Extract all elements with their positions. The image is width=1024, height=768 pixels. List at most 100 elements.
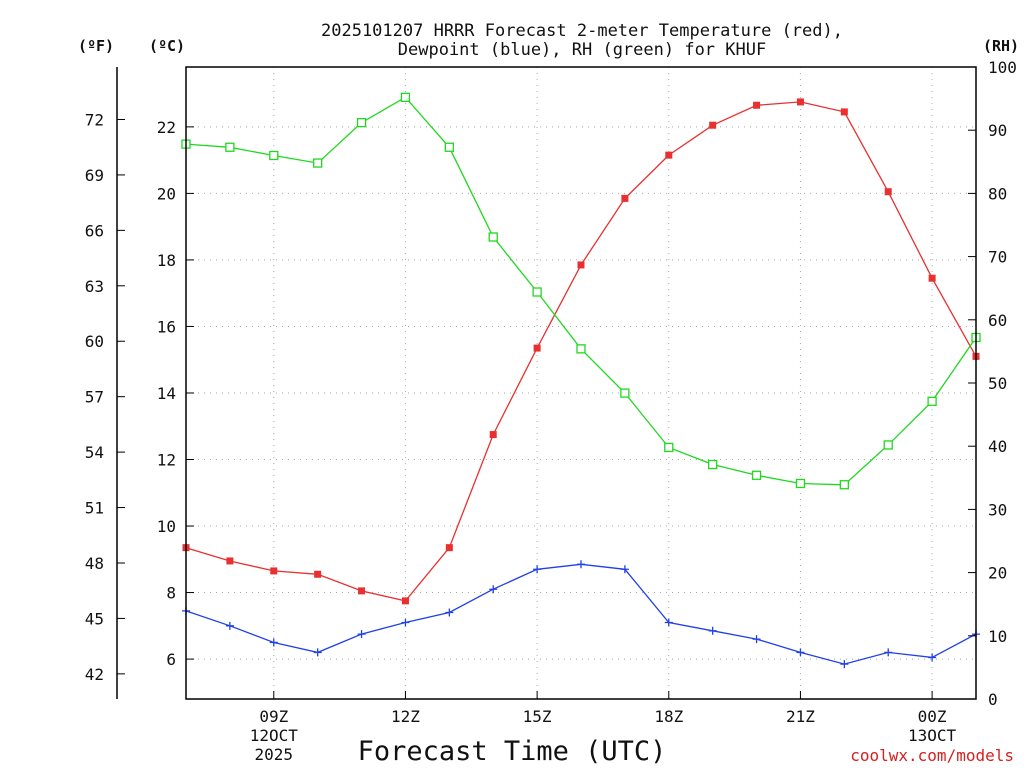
rh-point	[795, 478, 806, 489]
axes: 6 8 10 12 14 16 18 20 22 42 45 48 51 54 57 60 63 66 69 72 0 1…	[85, 58, 1017, 764]
rh-point	[400, 92, 411, 102]
fahrenheit-tick-label: 57	[85, 388, 104, 407]
dewpoint-point	[708, 626, 717, 635]
x-axis-label: Forecast Time (UTC)	[358, 736, 667, 767]
dewpoint-point	[884, 648, 893, 657]
dewpoint-series	[182, 560, 980, 669]
dewpoint-point	[489, 585, 498, 594]
x-tick-sublabel: 12OCT	[250, 726, 299, 745]
fahrenheit-tick-label: 45	[85, 609, 104, 628]
rh-tick-label: 90	[988, 121, 1007, 140]
x-tick-label: 00Z	[918, 707, 947, 726]
dewpoint-point	[269, 638, 278, 647]
rh-tick-label: 80	[988, 184, 1007, 203]
chart-title-line-1: 2025101207 HRRR Forecast 2-meter Tempera…	[321, 21, 843, 41]
dewpoint-point	[577, 560, 585, 569]
temperature-point	[796, 98, 804, 106]
rh-tick-label: 10	[988, 627, 1007, 646]
chart-title-line-2: Dewpoint (blue), RH (green) for KHUF	[398, 40, 766, 60]
fahrenheit-tick-label: 48	[85, 554, 104, 573]
fahrenheit-tick-label: 69	[85, 166, 104, 185]
rh-point	[883, 440, 893, 450]
temperature-point	[577, 261, 585, 269]
celsius-tick-label: 14	[157, 384, 176, 403]
x-tick-label: 15Z	[523, 707, 552, 726]
x-tick-sublabel: 2025	[255, 745, 294, 764]
dewpoint-point	[225, 621, 234, 630]
dewpoint-line	[185, 563, 977, 665]
rh-tick-label: 0	[988, 690, 998, 709]
dewpoint-point	[928, 653, 937, 662]
dewpoint-point	[796, 648, 805, 657]
rh-point	[532, 287, 542, 297]
x-tick-label: 12Z	[391, 707, 420, 726]
dewpoint-point	[533, 565, 542, 574]
rh-tick-label: 100	[988, 58, 1017, 77]
rh-point	[269, 150, 279, 161]
rh-point	[488, 232, 498, 242]
rh-point	[356, 117, 367, 128]
temperature-point	[489, 431, 497, 439]
x-tick-sublabel: 13OCT	[908, 726, 957, 745]
fahrenheit-tick-label: 72	[85, 110, 104, 129]
celsius-tick-label: 10	[157, 517, 176, 536]
x-tick-label: 21Z	[786, 707, 815, 726]
temperature-point	[445, 544, 453, 552]
celsius-tick-label: 18	[157, 251, 176, 270]
temperature-point	[884, 188, 892, 196]
dewpoint-point	[664, 618, 673, 627]
rh-point	[751, 470, 762, 480]
celsius-tick-label: 16	[157, 317, 176, 336]
rh-point	[225, 142, 235, 152]
celsius-tick-label: 22	[157, 118, 176, 137]
rh-tick-label: 50	[988, 374, 1007, 393]
celsius-unit-label: (ºC)	[149, 37, 185, 55]
temperature-point	[270, 567, 278, 575]
temperature-point	[753, 101, 761, 109]
temperature-point	[840, 108, 848, 116]
rh-tick-label: 20	[988, 564, 1007, 583]
temperature-point	[928, 274, 936, 282]
dewpoint-point	[357, 630, 366, 639]
temperature-point	[621, 194, 629, 202]
rh-point	[664, 442, 674, 453]
rh-point	[708, 459, 718, 470]
rh-point	[839, 480, 849, 490]
temperature-point	[226, 557, 234, 565]
plot-frame	[185, 66, 977, 700]
fahrenheit-tick-label: 42	[85, 665, 104, 684]
celsius-tick-label: 6	[166, 650, 176, 669]
rh-unit-label: (RH)	[983, 37, 1019, 55]
x-tick-label: 18Z	[654, 707, 683, 726]
temperature-point	[314, 570, 322, 578]
rh-line	[185, 96, 977, 486]
rh-tick-label: 30	[988, 500, 1007, 519]
fahrenheit-tick-label: 66	[85, 221, 104, 240]
fahrenheit-tick-label: 54	[85, 443, 104, 462]
rh-point	[927, 396, 937, 406]
rh-point	[576, 344, 586, 354]
dewpoint-point	[840, 660, 849, 669]
rh-series	[181, 92, 981, 490]
temperature-point	[358, 587, 366, 595]
dewpoint-point	[445, 608, 454, 617]
dewpoint-point	[620, 565, 629, 574]
data-series	[181, 92, 981, 669]
temperature-point	[709, 121, 717, 129]
rh-point	[313, 158, 323, 168]
rh-point	[444, 142, 454, 152]
fahrenheit-tick-label: 51	[85, 499, 104, 518]
x-tick-label: 09Z	[259, 707, 288, 726]
source-credit: coolwx.com/models	[850, 746, 1014, 765]
dewpoint-point	[752, 635, 761, 644]
dewpoint-point	[401, 618, 410, 627]
fahrenheit-tick-label: 60	[85, 332, 104, 351]
grid-lines	[186, 67, 976, 699]
celsius-tick-label: 12	[157, 451, 176, 470]
rh-tick-label: 70	[988, 248, 1007, 267]
temperature-point	[665, 151, 673, 159]
temperature-point	[401, 597, 409, 605]
fahrenheit-tick-label: 63	[85, 277, 104, 296]
rh-point	[620, 388, 630, 398]
